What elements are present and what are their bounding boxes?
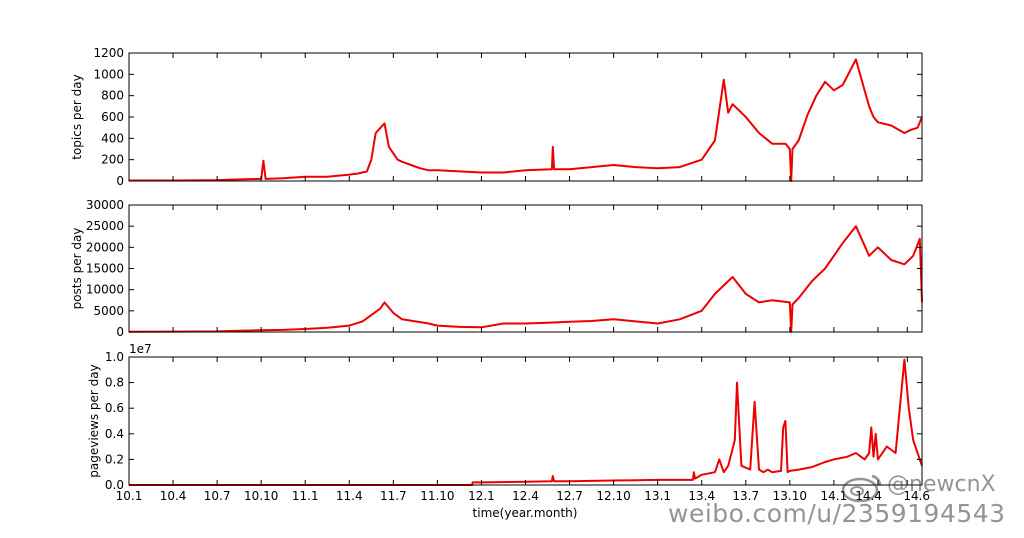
axes-frame <box>128 356 923 486</box>
y-tick-label: 600 <box>101 110 124 124</box>
x-tick-label: 14.6 <box>903 489 930 503</box>
x-tick-label: 13.1 <box>644 489 671 503</box>
x-tick-label: 11.7 <box>380 489 407 503</box>
x-tick-label: 13.4 <box>688 489 715 503</box>
subplot-3: 0.0 0.2 0.4 0.6 0.8 1.0 pageviews per day 1e7 <box>87 342 923 492</box>
subplot-2: 0 5000 10000 15000 20000 25000 30000 posts per … <box>70 198 923 339</box>
x-tick-label: 12.7 <box>556 489 583 503</box>
y-scale-label: 1e7 <box>129 342 152 356</box>
x-tick-label: 12.10 <box>596 489 630 503</box>
subplot-1: 0 200 400 600 800 1000 1200 topics per day <box>70 46 923 188</box>
x-axis-label: time(year.month) <box>473 506 578 520</box>
y-tick-label: 800 <box>101 89 124 103</box>
watermark-url: weibo.com/u/2359194543 <box>668 499 1006 528</box>
y-tick-label: 0.4 <box>105 427 124 441</box>
x-tick-label: 11.1 <box>292 489 319 503</box>
x-tick-label: 13.7 <box>732 489 759 503</box>
x-tick-label: 10.7 <box>204 489 231 503</box>
y-tick-label: 0.8 <box>105 376 124 390</box>
y-tick-label: 0.6 <box>105 401 124 415</box>
y-tick-label: 0 <box>116 325 124 339</box>
y-tick-label: 25000 <box>86 219 124 233</box>
y-axis-label: pageviews per day <box>87 364 101 478</box>
x-tick-label: 10.1 <box>116 489 143 503</box>
x-tick-label: 14.1 <box>821 489 848 503</box>
y-axis-label: posts per day <box>70 228 84 310</box>
series-line-1 <box>129 58 923 182</box>
subplot-group: 0 200 400 600 800 1000 1200 topics per day 0 5000… <box>70 46 923 492</box>
y-tick-label: 10000 <box>86 283 124 297</box>
y-tick-label: 15000 <box>86 262 124 276</box>
y-tick-label: 1000 <box>93 67 124 81</box>
y-tick-label: 0.0 <box>105 478 124 492</box>
x-tick-label: 11.10 <box>420 489 454 503</box>
series-line-2 <box>128 225 923 333</box>
y-tick-label: 20000 <box>86 240 124 254</box>
series-line-3 <box>129 358 923 486</box>
y-axis-label: topics per day <box>70 74 84 159</box>
x-tick-label: 12.1 <box>468 489 495 503</box>
x-tick-label: 10.4 <box>160 489 187 503</box>
axes-frame <box>128 204 923 333</box>
x-tick-label: 13.10 <box>773 489 807 503</box>
x-tick-label: 12.4 <box>512 489 539 503</box>
x-tick-label: 10.10 <box>244 489 278 503</box>
y-tick-label: 0 <box>116 174 124 188</box>
y-tick-label: 400 <box>101 131 124 145</box>
watermark-handle: @newcnX <box>887 472 996 497</box>
x-tick-labels: 10.1 10.4 10.7 10.10 11.1 11.4 11.7 11.10 12.1 12… <box>116 489 930 503</box>
y-tick-label: 200 <box>101 153 124 167</box>
y-tick-label: 30000 <box>86 198 124 212</box>
x-tick-label: 11.4 <box>336 489 363 503</box>
y-tick-label: 1.0 <box>105 350 124 364</box>
y-tick-label: 1200 <box>93 46 124 60</box>
y-tick-label: 5000 <box>93 304 124 318</box>
y-tick-label: 0.2 <box>105 452 124 466</box>
axes-frame <box>128 52 923 182</box>
weibo-logo-icon <box>841 474 882 503</box>
